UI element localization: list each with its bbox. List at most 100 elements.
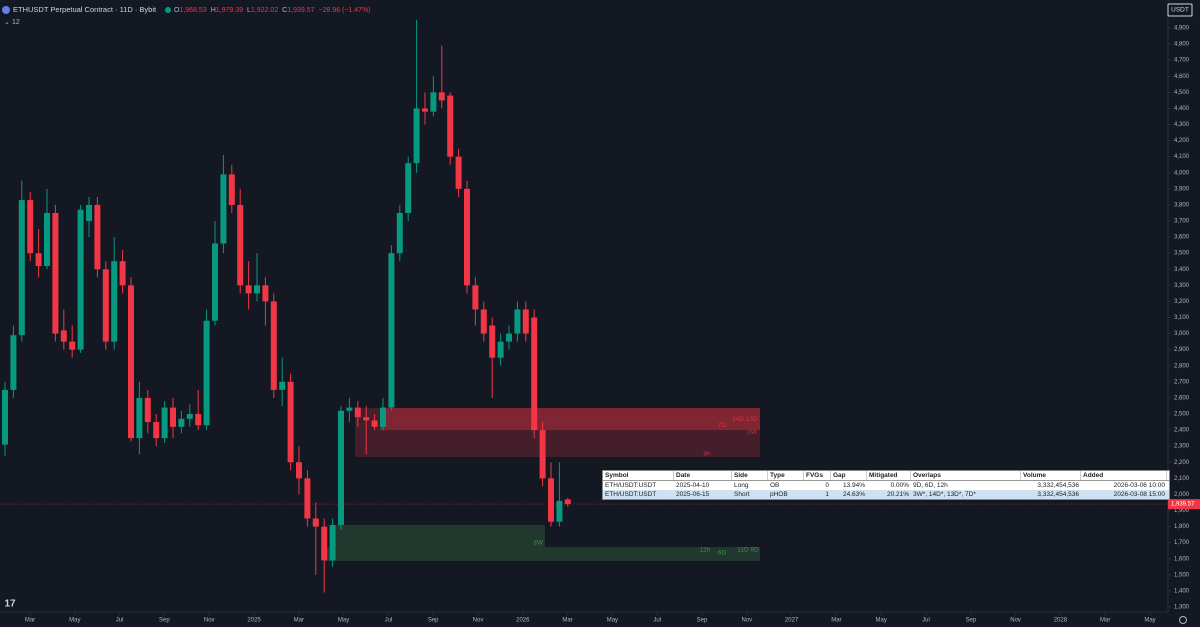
x-tick-label: Jul <box>116 618 124 624</box>
currency[interactable]: USDT <box>1171 7 1189 14</box>
x-tick-label: May <box>607 618 618 624</box>
candle-body <box>489 325 496 358</box>
table-cell: 13.94% <box>842 482 865 489</box>
zone-label: 12h <box>700 547 711 554</box>
candle-body <box>548 478 554 522</box>
currency-box[interactable] <box>1167 3 1193 17</box>
y-tick-label: 1,900 <box>1174 508 1190 514</box>
candle-body <box>86 204 92 221</box>
table-cell: 3,332,454,536 <box>1037 491 1079 498</box>
zone <box>355 408 760 457</box>
column-header: FVGs <box>804 471 831 480</box>
candle-body <box>153 422 160 439</box>
x-tick-label: May <box>338 618 349 624</box>
candle-body <box>270 301 277 390</box>
y-tick-label: 2,400 <box>1174 428 1190 434</box>
table-cell: 3,332,454,536 <box>1037 482 1079 489</box>
zone <box>325 547 760 562</box>
y-tick-label: 3,100 <box>1174 315 1190 321</box>
candle-body <box>69 341 76 350</box>
candle-body <box>170 407 176 427</box>
table-row: ETH/USDT:USDT 2025-06-15 Short pHOB 1 24.63% 2… <box>603 490 1169 499</box>
table-cell: Long <box>734 482 749 489</box>
indicator-toggle[interactable]: ⌄ <box>4 19 10 26</box>
ohlc-value: 1,922.02 <box>251 7 278 14</box>
zone <box>380 408 760 431</box>
x-tick-label: 2025 <box>247 618 261 624</box>
candle-body <box>304 478 311 519</box>
y-tick-label: 2,700 <box>1174 379 1190 385</box>
x-tick-label: Jul <box>922 618 930 624</box>
y-tick-label: 4,400 <box>1174 106 1190 112</box>
table-header: Symbol Date Side Type FVGs Gap Mitigated Overla… <box>603 471 1169 481</box>
status-dot <box>165 7 171 13</box>
x-tick-label: Nov <box>1010 618 1021 624</box>
results-table: Symbol Date Side Type FVGs Gap Mitigated Overla… <box>602 470 1170 500</box>
y-tick-label: 3,700 <box>1174 219 1190 225</box>
y-tick-label: 2,900 <box>1174 347 1190 353</box>
x-tick-label: May <box>1144 618 1155 624</box>
table-cell: 2026-03-08 15:00 <box>1113 491 1165 498</box>
x-tick-label: Nov <box>204 618 215 624</box>
table-cell: ETH/USDT:USDT <box>605 491 657 498</box>
indicator-count[interactable]: 12 <box>12 19 20 26</box>
ohlc-key: C <box>282 7 287 14</box>
y-tick-label: 2,200 <box>1174 460 1190 466</box>
column-header: Mitigated <box>867 471 911 480</box>
ohlc: O1,968.53 H1,979.39 L1,922.02 C1,939.57 −28.… <box>174 7 371 14</box>
candle-body <box>228 174 235 205</box>
ohlc-value: 1,939.57 <box>287 7 314 14</box>
candle-body <box>556 500 563 522</box>
ohlc-key: L <box>247 7 251 14</box>
candle-body <box>102 269 109 342</box>
x-tick-label: Nov <box>473 618 484 624</box>
zone-label: 3W <box>533 540 544 547</box>
y-tick-label: 2,500 <box>1174 412 1190 418</box>
candle-body <box>405 163 412 213</box>
y-tick-label: 4,500 <box>1174 90 1190 96</box>
x-tick-label: 2028 <box>1054 618 1068 624</box>
tv-logo[interactable]: 17 <box>4 599 16 610</box>
settings-icon[interactable] <box>1179 616 1187 624</box>
candle-body <box>321 526 328 561</box>
x-tick-label: Sep <box>428 618 439 624</box>
x-tick-label: Mar <box>294 618 304 624</box>
candle-body <box>514 309 521 334</box>
y-tick-label: 1,300 <box>1174 605 1190 611</box>
column-header: Type <box>768 471 804 480</box>
ohlc-key: O <box>174 7 180 14</box>
table-cell: 3W*, 14D*, 13D*, 7D* <box>913 491 976 498</box>
zone-label: 8h <box>703 451 711 458</box>
candle-body <box>472 285 479 310</box>
candle-body <box>77 209 84 350</box>
symbol-icon[interactable] <box>2 6 10 14</box>
candle-body <box>60 330 67 342</box>
table-cell: 0.00% <box>890 482 909 489</box>
candle-body <box>363 417 370 421</box>
candle-body <box>506 333 512 342</box>
candle-body <box>287 381 294 463</box>
y-tick-label: 1,700 <box>1174 540 1190 546</box>
candle-body <box>354 407 361 418</box>
candle-body <box>455 156 462 189</box>
y-tick-label: 3,400 <box>1174 267 1190 273</box>
candle-body <box>27 200 34 254</box>
candle-body <box>144 397 151 423</box>
candle-body <box>262 285 269 302</box>
zone-label: 14D 13D <box>732 416 758 423</box>
x-tick-label: Sep <box>159 618 170 624</box>
candle-body <box>388 253 395 408</box>
candle-body <box>52 212 59 334</box>
zone <box>330 524 545 548</box>
y-tick-label: 4,200 <box>1174 138 1190 144</box>
table-cell: 1 <box>825 491 829 498</box>
column-header: Volume <box>1021 471 1081 480</box>
y-tick-label: 3,200 <box>1174 299 1190 305</box>
candle-body <box>254 285 260 294</box>
y-tick-label: 1,500 <box>1174 572 1190 578</box>
symbol-title[interactable]: ETHUSDT Perpetual Contract · 11D · Bybit <box>13 5 157 14</box>
y-tick-label: 4,100 <box>1174 154 1190 160</box>
x-tick-label: Sep <box>697 618 708 624</box>
